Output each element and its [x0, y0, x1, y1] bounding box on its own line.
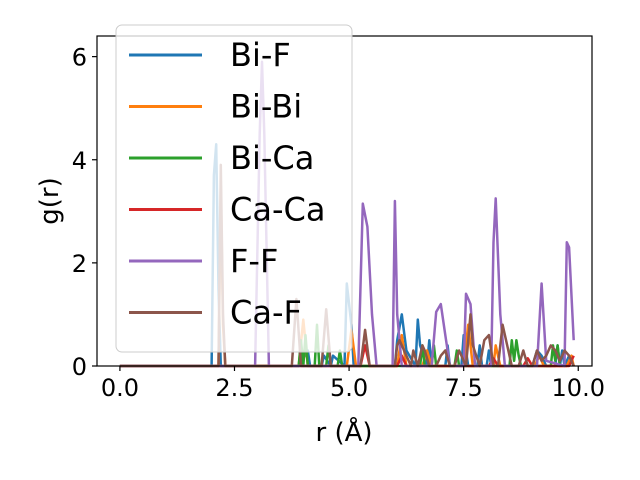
x-tick-label: 5.0	[330, 374, 368, 402]
legend-label: F-F	[230, 242, 278, 280]
x-axis-label: r (Å)	[315, 416, 372, 448]
x-tick-label: 0.0	[101, 374, 139, 402]
legend-label: Bi-Bi	[230, 88, 302, 126]
legend-label: Bi-Ca	[230, 139, 314, 177]
y-axis-label: g(r)	[35, 177, 65, 224]
y-tick-label: 6	[72, 44, 87, 72]
legend-label: Ca-Ca	[230, 191, 325, 229]
y-tick-label: 0	[72, 353, 87, 381]
x-tick-label: 10.0	[552, 374, 605, 402]
legend-label: Bi-F	[230, 36, 291, 74]
x-tick-label: 7.5	[445, 374, 483, 402]
y-tick-label: 4	[72, 147, 87, 175]
axis-ticks: 0.0 2.5 5.0 7.5 10.0 0 2 4 6	[72, 44, 605, 402]
x-tick-label: 2.5	[215, 374, 253, 402]
legend-label: Ca-F	[230, 294, 302, 332]
legend: Bi-F Bi-Bi Bi-Ca Ca-Ca F-F Ca-F	[115, 24, 353, 353]
y-tick-label: 2	[72, 250, 87, 278]
